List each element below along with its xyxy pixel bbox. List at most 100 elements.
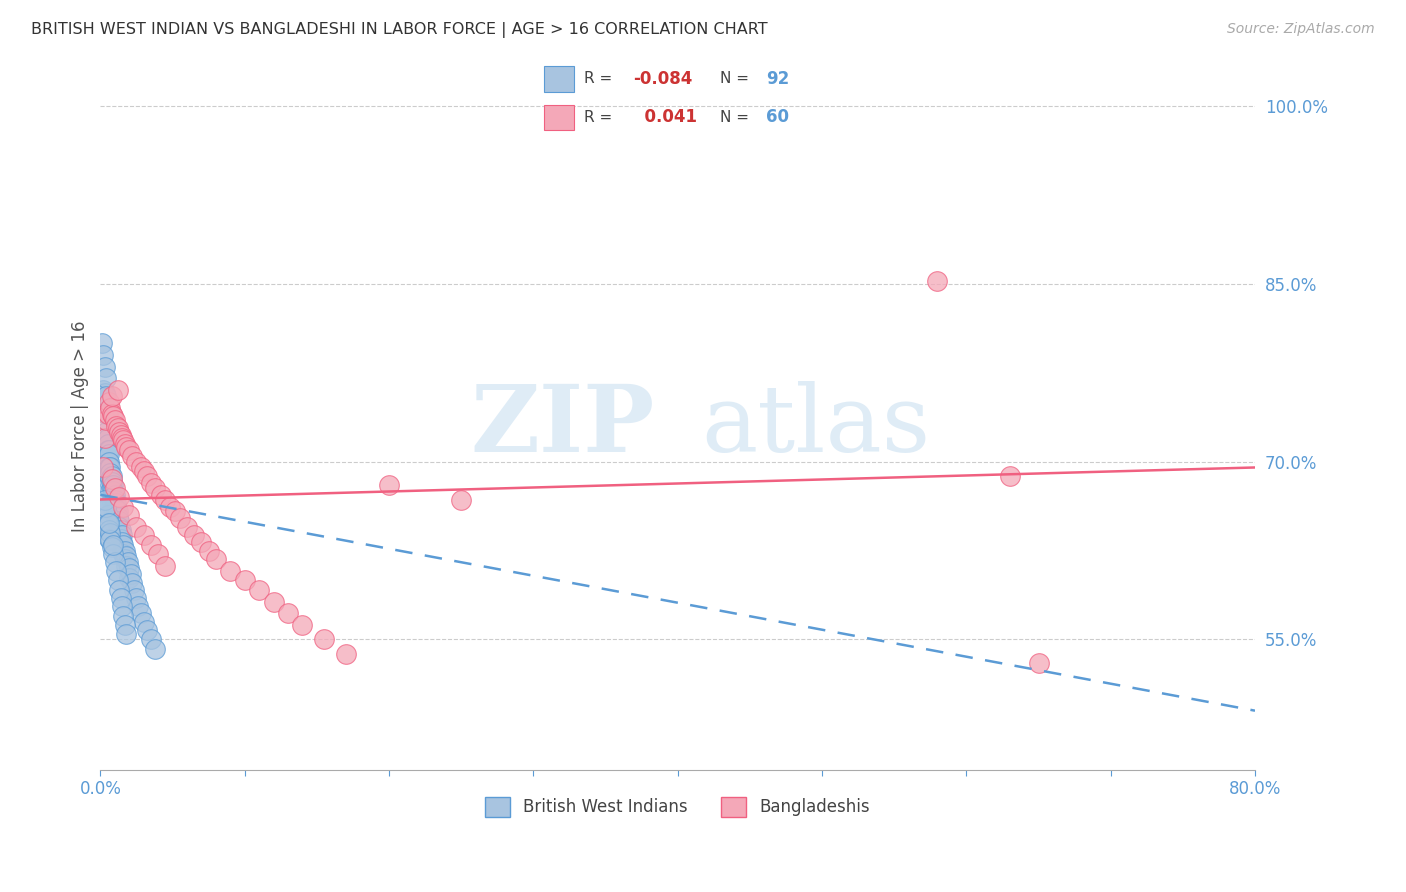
Point <box>110 524 132 538</box>
Point <box>103 538 125 552</box>
Point <box>105 502 128 516</box>
Point <box>94 389 117 403</box>
Point <box>107 573 129 587</box>
Point <box>998 468 1021 483</box>
Point <box>111 599 134 614</box>
Text: N =: N = <box>720 110 754 125</box>
Point <box>94 413 117 427</box>
Point <box>101 488 124 502</box>
Point <box>125 520 148 534</box>
Point <box>97 516 120 531</box>
Point <box>143 481 166 495</box>
Point <box>97 508 120 522</box>
Point <box>197 543 219 558</box>
Point <box>139 475 162 490</box>
Text: 92: 92 <box>766 70 790 87</box>
Point <box>219 564 242 578</box>
Point <box>118 561 141 575</box>
Point <box>335 647 357 661</box>
Point <box>97 431 120 445</box>
Point <box>93 431 115 445</box>
Point <box>204 551 226 566</box>
Point <box>165 504 187 518</box>
Point <box>247 582 270 597</box>
Point <box>263 594 285 608</box>
Text: BRITISH WEST INDIAN VS BANGLADESHI IN LABOR FORCE | AGE > 16 CORRELATION CHART: BRITISH WEST INDIAN VS BANGLADESHI IN LA… <box>31 22 768 38</box>
Point <box>118 571 141 585</box>
Point <box>103 502 125 516</box>
Point <box>117 555 139 569</box>
Point <box>132 464 155 478</box>
Point <box>98 460 121 475</box>
Point <box>118 508 141 522</box>
Point <box>101 496 124 510</box>
Text: -0.084: -0.084 <box>633 70 693 87</box>
Point <box>115 558 138 573</box>
Point <box>120 567 142 582</box>
Point <box>97 442 120 457</box>
Point <box>101 407 124 421</box>
Point <box>129 607 152 621</box>
Point <box>104 555 127 569</box>
Point <box>146 547 169 561</box>
Point <box>118 442 141 457</box>
Point <box>149 488 172 502</box>
Point <box>139 538 162 552</box>
Point <box>98 524 121 538</box>
Point <box>101 481 124 495</box>
Point <box>127 599 149 614</box>
Point <box>312 632 335 647</box>
Point <box>93 385 115 400</box>
Point <box>94 425 117 439</box>
Point <box>105 496 128 510</box>
Point <box>112 547 135 561</box>
Point <box>111 543 134 558</box>
Point <box>108 490 131 504</box>
Point <box>176 520 198 534</box>
Point <box>100 460 122 475</box>
Point <box>143 642 166 657</box>
Point <box>115 549 138 564</box>
Point <box>94 500 117 514</box>
Point <box>101 540 124 554</box>
Point <box>103 409 125 424</box>
Point <box>104 499 127 513</box>
Point <box>129 460 152 475</box>
Point <box>98 442 121 457</box>
Point <box>112 538 135 552</box>
Point <box>114 618 136 632</box>
Point <box>100 472 122 486</box>
Point <box>111 528 134 542</box>
Text: atlas: atlas <box>700 381 929 471</box>
Point <box>100 525 122 540</box>
Point <box>103 490 125 504</box>
Point <box>121 575 143 590</box>
Point <box>155 492 177 507</box>
Point <box>94 371 117 385</box>
Point <box>927 274 949 288</box>
Point <box>105 419 128 434</box>
Point <box>135 623 157 637</box>
Legend: British West Indians, Bangladeshis: British West Indians, Bangladeshis <box>478 790 877 823</box>
Point <box>107 510 129 524</box>
Point <box>114 551 136 566</box>
Point <box>108 425 131 439</box>
Point <box>115 440 138 454</box>
Point <box>135 468 157 483</box>
Point <box>115 626 138 640</box>
Point <box>100 467 122 481</box>
Point <box>93 405 115 419</box>
Point <box>108 528 131 542</box>
Text: 0.041: 0.041 <box>633 109 697 127</box>
Point <box>107 384 129 398</box>
Point <box>121 449 143 463</box>
Point <box>93 492 115 507</box>
Point <box>103 484 125 499</box>
Point <box>125 591 148 605</box>
Point <box>98 395 121 409</box>
Point <box>112 433 135 447</box>
FancyBboxPatch shape <box>544 66 575 92</box>
Point <box>450 492 472 507</box>
Point <box>132 528 155 542</box>
Point <box>104 508 127 522</box>
